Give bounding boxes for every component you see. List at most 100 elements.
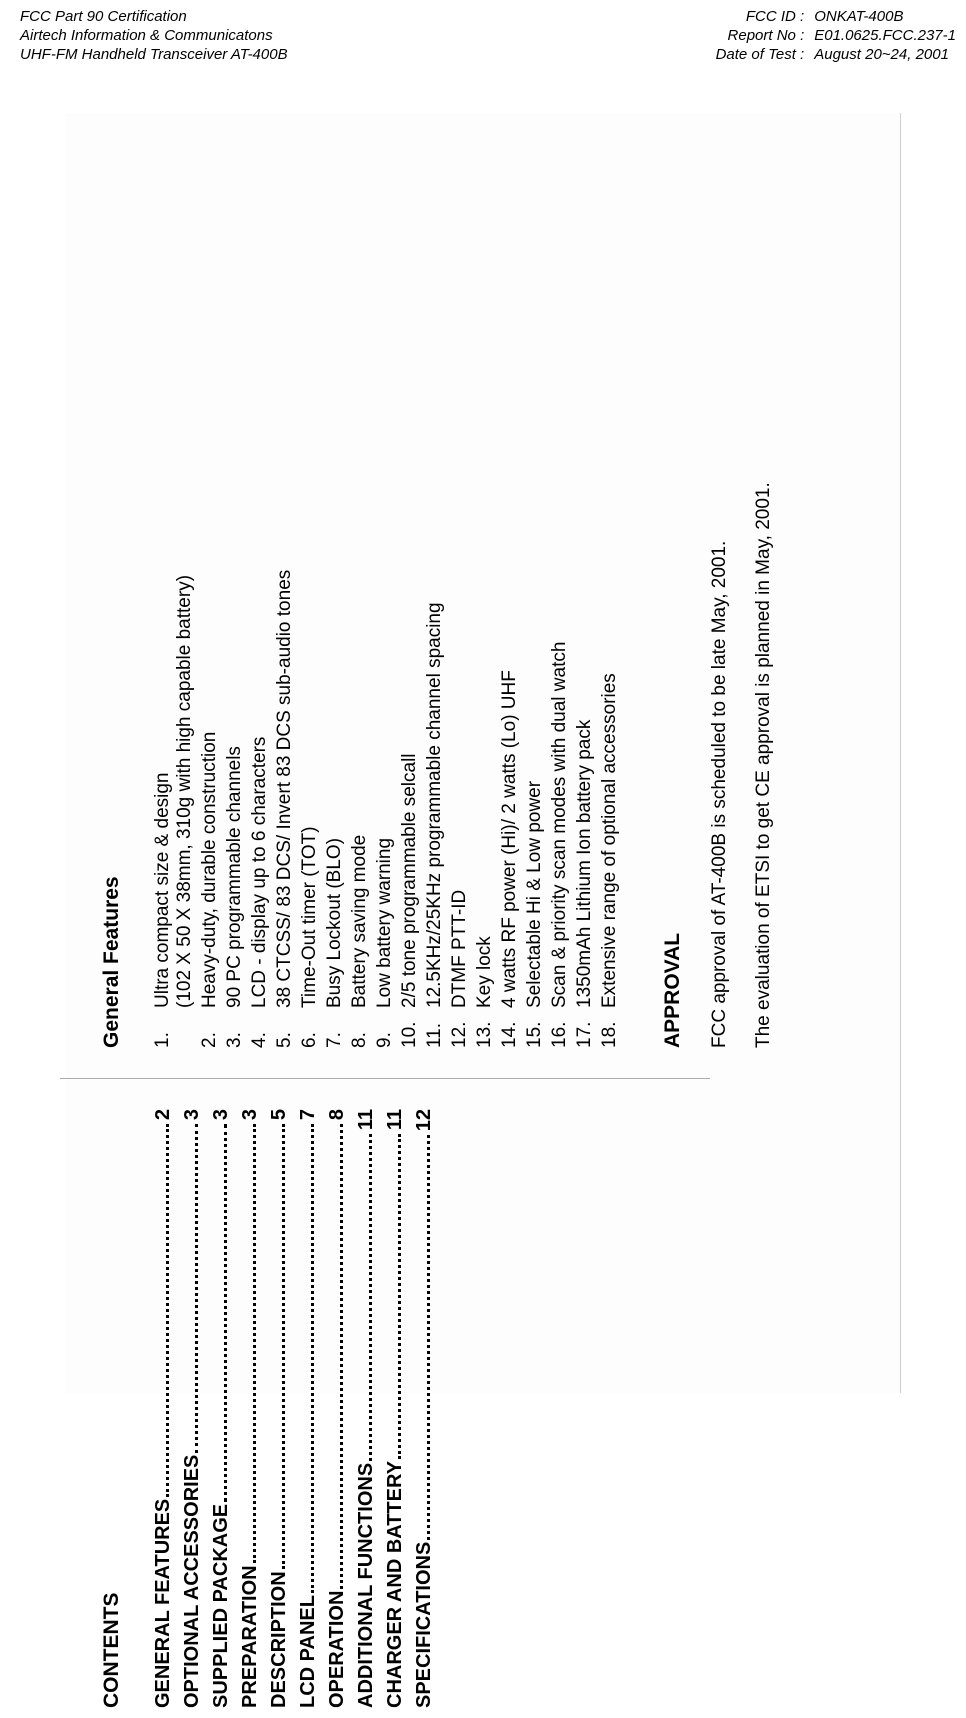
- header-line: UHF-FM Handheld Transceiver AT-400B: [20, 46, 288, 63]
- feature-number: 11.: [424, 1008, 446, 1048]
- feature-number: 15.: [524, 1008, 546, 1048]
- toc-dots: [253, 1124, 256, 1563]
- feature-text: 1350mAh Lithium Ion battery pack: [574, 448, 596, 1008]
- header-label: FCC ID :: [704, 8, 814, 25]
- feature-row: 7.Busy Lockout (BLO): [324, 448, 346, 1048]
- toc-page: 3: [181, 1109, 204, 1120]
- toc-row: CHARGER AND BATTERY 11: [384, 1109, 407, 1708]
- toc-dots: [369, 1134, 372, 1461]
- feature-row: 2.Heavy-duty, durable construction: [199, 448, 221, 1048]
- toc-page: 12: [413, 1109, 436, 1131]
- toc-dots: [282, 1124, 285, 1569]
- toc-page: 11: [355, 1109, 378, 1130]
- header-row: Report No : E01.0625.FCC.237-1: [704, 27, 956, 44]
- toc-row: GENERAL FEATURES 2: [152, 1109, 175, 1708]
- feature-text: 38 CTCSS/ 83 DCS/ Invert 83 DCS sub-audi…: [274, 448, 296, 1008]
- feature-row: 3.90 PC programmable channels: [224, 448, 246, 1048]
- feature-number: 16.: [549, 1008, 571, 1048]
- contents-page: CONTENTS GENERAL FEATURES 2 OPTIONAL ACCES…: [60, 1078, 710, 1718]
- toc-row: OPERATION 8: [326, 1109, 349, 1708]
- feature-number: 2.: [199, 1008, 221, 1048]
- header-value: E01.0625.FCC.237-1: [814, 27, 956, 44]
- feature-number: 18.: [599, 1008, 621, 1048]
- toc-label: GENERAL FEATURES: [152, 1499, 175, 1708]
- header-right: FCC ID : ONKAT-400B Report No : E01.0625…: [704, 8, 956, 63]
- features-title: General Features: [100, 448, 124, 1048]
- feature-row: 1.Ultra compact size & design (102 X 50 …: [152, 448, 196, 1048]
- rotated-content: CONTENTS GENERAL FEATURES 2 OPTIONAL ACCES…: [60, 438, 710, 1718]
- feature-row: 15.Selectable Hi & Low power: [524, 448, 546, 1048]
- toc-row: ADDITIONAL FUNCTIONS 11: [355, 1109, 378, 1708]
- feature-number: 3.: [224, 1008, 246, 1048]
- feature-text: Ultra compact size & design (102 X 50 X …: [152, 448, 196, 1008]
- feature-row: 8.Battery saving mode: [349, 448, 371, 1048]
- features-page: General Features 1.Ultra compact size & …: [60, 438, 710, 1078]
- feature-text: Scan & priority scan modes with dual wat…: [549, 448, 571, 1008]
- toc-dots: [427, 1135, 430, 1539]
- toc-page: 3: [239, 1109, 262, 1120]
- feature-text: Selectable Hi & Low power: [524, 448, 546, 1008]
- approval-title: APPROVAL: [661, 448, 685, 1048]
- header-line: Airtech Information & Communicatons: [20, 27, 288, 44]
- feature-row: 6.Time-Out timer (TOT): [299, 448, 321, 1048]
- toc-label: DESCRIPTION: [268, 1571, 291, 1708]
- feature-text: 4 watts RF power (Hi)/ 2 watts (Lo) UHF: [499, 448, 521, 1008]
- header-value: ONKAT-400B: [814, 8, 903, 25]
- toc-label: OPERATION: [326, 1591, 349, 1708]
- feature-number: 9.: [374, 1008, 396, 1048]
- feature-number: 13.: [474, 1008, 496, 1048]
- feature-row: 4.LCD - display up to 6 characters: [249, 448, 271, 1048]
- approval-line: The evaluation of ETSI to get CE approva…: [753, 448, 775, 1048]
- toc-row: PREPARATION 3: [239, 1109, 262, 1708]
- feature-row: 14.4 watts RF power (Hi)/ 2 watts (Lo) U…: [499, 448, 521, 1048]
- feature-row: 13.Key lock: [474, 448, 496, 1048]
- feature-number: 17.: [574, 1008, 596, 1048]
- feature-number: 8.: [349, 1008, 371, 1048]
- toc-dots: [311, 1124, 314, 1593]
- feature-text: 2/5 tone programmable selcall: [399, 448, 421, 1008]
- toc-label: SUPPLIED PACKAGE: [210, 1504, 233, 1708]
- toc-row: SUPPLIED PACKAGE 3: [210, 1109, 233, 1708]
- approval-line: FCC approval of AT-400B is scheduled to …: [709, 448, 731, 1048]
- toc-label: SPECIFICATIONS: [413, 1542, 436, 1708]
- toc-label: PREPARATION: [239, 1565, 262, 1708]
- feature-text: Heavy-duty, durable construction: [199, 448, 221, 1008]
- toc-page: 8: [326, 1109, 349, 1120]
- feature-number: 4.: [249, 1008, 271, 1048]
- toc-page: 7: [297, 1109, 320, 1120]
- toc-label: LCD PANEL: [297, 1595, 320, 1708]
- feature-number: 10.: [399, 1008, 421, 1048]
- toc-page: 11: [384, 1109, 407, 1130]
- feature-text: 12.5KHz/25KHz programmable channel spaci…: [424, 448, 446, 1008]
- toc-label: ADDITIONAL FUNCTIONS: [355, 1463, 378, 1708]
- feature-row: 18.Extensive range of optional accessori…: [599, 448, 621, 1048]
- header-left: FCC Part 90 Certification Airtech Inform…: [20, 8, 288, 63]
- feature-text: Key lock: [474, 448, 496, 1008]
- toc-page: 3: [210, 1109, 233, 1120]
- toc-row: SPECIFICATIONS 12: [413, 1109, 436, 1708]
- contents-title: CONTENTS: [100, 1109, 124, 1708]
- feature-number: 14.: [499, 1008, 521, 1048]
- header-row: FCC ID : ONKAT-400B: [704, 8, 956, 25]
- feature-row: 10.2/5 tone programmable selcall: [399, 448, 421, 1048]
- toc-dots: [166, 1124, 169, 1497]
- feature-text: Low battery warning: [374, 448, 396, 1008]
- feature-number: 5.: [274, 1008, 296, 1048]
- toc-dots: [195, 1124, 198, 1453]
- toc-page: 5: [268, 1109, 291, 1120]
- feature-row: 5.38 CTCSS/ 83 DCS/ Invert 83 DCS sub-au…: [274, 448, 296, 1048]
- features-list: 1.Ultra compact size & design (102 X 50 …: [152, 448, 621, 1048]
- contents-list: GENERAL FEATURES2OPTIONAL ACCESSORIES3SU…: [152, 1109, 436, 1708]
- feature-text: Extensive range of optional accessories: [599, 448, 621, 1008]
- feature-row: 11.12.5KHz/25KHz programmable channel sp…: [424, 448, 446, 1048]
- header-line: FCC Part 90 Certification: [20, 8, 288, 25]
- toc-label: OPTIONAL ACCESSORIES: [181, 1455, 204, 1708]
- feature-text: DTMF PTT-ID: [449, 448, 471, 1008]
- feature-number: 6.: [299, 1008, 321, 1048]
- feature-row: 9.Low battery warning: [374, 448, 396, 1048]
- feature-text: 90 PC programmable channels: [224, 448, 246, 1008]
- feature-number: 7.: [324, 1008, 346, 1048]
- toc-page: 2: [152, 1109, 175, 1120]
- toc-label: CHARGER AND BATTERY: [384, 1461, 407, 1708]
- toc-dots: [224, 1124, 227, 1502]
